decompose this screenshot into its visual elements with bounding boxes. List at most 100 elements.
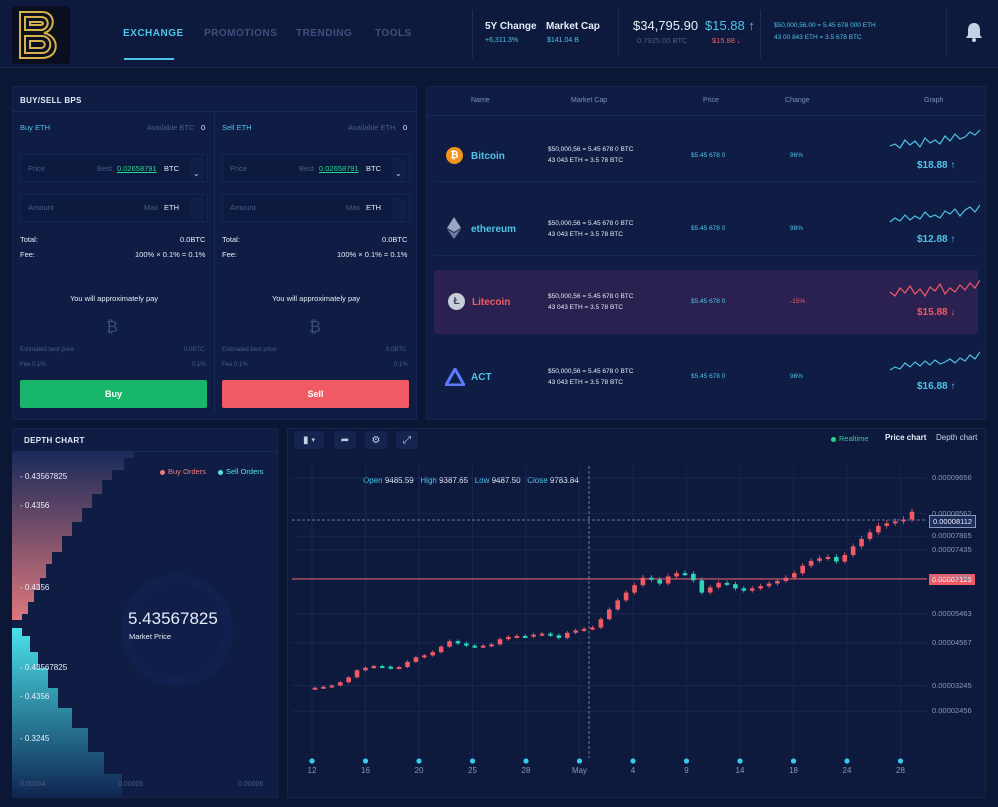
sell-button[interactable]: Sell bbox=[222, 380, 409, 408]
candle[interactable] bbox=[522, 635, 528, 638]
candle[interactable] bbox=[758, 586, 763, 589]
column-header-graph[interactable]: Graph bbox=[924, 97, 944, 104]
column-header-change[interactable]: Change bbox=[785, 97, 810, 104]
candle[interactable] bbox=[783, 577, 789, 581]
candle[interactable] bbox=[884, 523, 890, 526]
candle[interactable] bbox=[909, 511, 915, 520]
candle[interactable] bbox=[321, 686, 326, 689]
candle[interactable] bbox=[657, 579, 663, 584]
candle[interactable] bbox=[573, 630, 578, 633]
candle[interactable] bbox=[354, 670, 360, 678]
candle[interactable] bbox=[640, 577, 646, 586]
candle[interactable] bbox=[817, 558, 822, 561]
candle[interactable] bbox=[749, 588, 755, 591]
candle[interactable] bbox=[842, 555, 848, 562]
buy-amount-field[interactable] bbox=[20, 194, 208, 222]
market-row-ethereum[interactable] bbox=[434, 198, 978, 256]
candle[interactable] bbox=[598, 619, 604, 628]
nav-trending[interactable]: TRENDING bbox=[296, 28, 353, 39]
candle[interactable] bbox=[850, 546, 856, 556]
legend-sell-orders[interactable]: Sell Orders bbox=[218, 467, 264, 476]
candle[interactable] bbox=[682, 573, 688, 576]
sell-amount-field[interactable] bbox=[222, 194, 410, 222]
candle[interactable] bbox=[514, 635, 520, 638]
column-header-price[interactable]: Price bbox=[703, 97, 719, 104]
candle[interactable] bbox=[438, 646, 444, 653]
candle[interactable] bbox=[716, 582, 721, 588]
candle[interactable] bbox=[590, 627, 595, 630]
candle[interactable] bbox=[632, 585, 637, 593]
candle[interactable] bbox=[489, 644, 494, 647]
candle[interactable] bbox=[430, 652, 436, 656]
candle[interactable] bbox=[674, 573, 679, 577]
candle[interactable] bbox=[615, 600, 621, 610]
candle[interactable] bbox=[834, 556, 839, 562]
candle[interactable] bbox=[775, 580, 780, 584]
price-chart-canvas[interactable] bbox=[287, 428, 986, 798]
candle[interactable] bbox=[346, 677, 351, 683]
candle[interactable] bbox=[472, 645, 478, 648]
candle[interactable] bbox=[480, 645, 486, 648]
candle[interactable] bbox=[707, 587, 713, 593]
sell-price-field[interactable] bbox=[222, 154, 410, 182]
candle[interactable] bbox=[665, 576, 671, 584]
column-header-market-cap[interactable]: Market Cap bbox=[571, 97, 608, 104]
candle[interactable] bbox=[766, 583, 772, 587]
candle-type-dropdown[interactable]: ▮ ▾ bbox=[294, 431, 324, 449]
logo[interactable] bbox=[12, 6, 70, 64]
tab-price-chart[interactable]: Price chart bbox=[885, 433, 927, 442]
buy-price-field[interactable] bbox=[20, 154, 208, 182]
settings-button[interactable]: ⚙ bbox=[365, 431, 387, 449]
sell-price-stepper[interactable]: ⌄ bbox=[392, 158, 406, 180]
share-button[interactable]: ➦ bbox=[334, 431, 356, 449]
candle[interactable] bbox=[606, 609, 612, 620]
nav-exchange[interactable]: EXCHANGE bbox=[123, 28, 184, 39]
tab-depth-chart[interactable]: Depth chart bbox=[936, 433, 978, 442]
buy-amount-stepper[interactable] bbox=[190, 198, 204, 220]
candle[interactable] bbox=[741, 588, 747, 591]
realtime-toggle[interactable]: Realtime bbox=[831, 434, 869, 443]
candle[interactable] bbox=[623, 592, 629, 601]
buy-best-value[interactable]: 0.02658791 bbox=[117, 164, 157, 173]
candle[interactable] bbox=[867, 532, 873, 539]
candle[interactable] bbox=[791, 573, 797, 578]
candle[interactable] bbox=[447, 641, 452, 647]
legend-buy-orders[interactable]: Buy Orders bbox=[160, 467, 206, 476]
candle[interactable] bbox=[422, 655, 427, 658]
candle[interactable] bbox=[312, 687, 318, 690]
candle[interactable] bbox=[892, 521, 898, 524]
candle[interactable] bbox=[371, 666, 377, 669]
candle[interactable] bbox=[724, 582, 730, 585]
buy-button[interactable]: Buy bbox=[20, 380, 207, 408]
candle[interactable] bbox=[388, 666, 393, 669]
candle[interactable] bbox=[800, 565, 805, 574]
fullscreen-button[interactable]: ⤢ bbox=[396, 431, 418, 449]
candle[interactable] bbox=[548, 633, 553, 636]
candle[interactable] bbox=[329, 685, 335, 688]
candle[interactable] bbox=[564, 632, 570, 638]
candle[interactable] bbox=[396, 667, 402, 670]
candle[interactable] bbox=[455, 641, 461, 644]
candle[interactable] bbox=[413, 657, 419, 662]
candle[interactable] bbox=[379, 666, 385, 669]
candle[interactable] bbox=[808, 560, 814, 566]
market-row-litecoin[interactable] bbox=[434, 270, 978, 334]
bell-icon[interactable] bbox=[965, 22, 983, 47]
candle[interactable] bbox=[497, 639, 503, 645]
candle[interactable] bbox=[539, 633, 545, 636]
candle[interactable] bbox=[581, 628, 587, 631]
market-row-bitcoin[interactable] bbox=[434, 124, 978, 182]
candle[interactable] bbox=[876, 525, 881, 533]
candle[interactable] bbox=[825, 556, 831, 559]
nav-tools[interactable]: TOOLS bbox=[375, 28, 412, 39]
sell-amount-stepper[interactable] bbox=[392, 198, 406, 220]
candle[interactable] bbox=[733, 584, 738, 589]
column-header-name[interactable]: Name bbox=[471, 97, 490, 104]
sell-best-value[interactable]: 0.02658791 bbox=[319, 164, 359, 173]
candle[interactable] bbox=[464, 643, 469, 646]
candle[interactable] bbox=[556, 635, 562, 638]
candle[interactable] bbox=[901, 519, 906, 522]
candle[interactable] bbox=[859, 538, 864, 547]
candle[interactable] bbox=[363, 667, 368, 671]
nav-promotions[interactable]: PROMOTIONS bbox=[204, 28, 278, 39]
